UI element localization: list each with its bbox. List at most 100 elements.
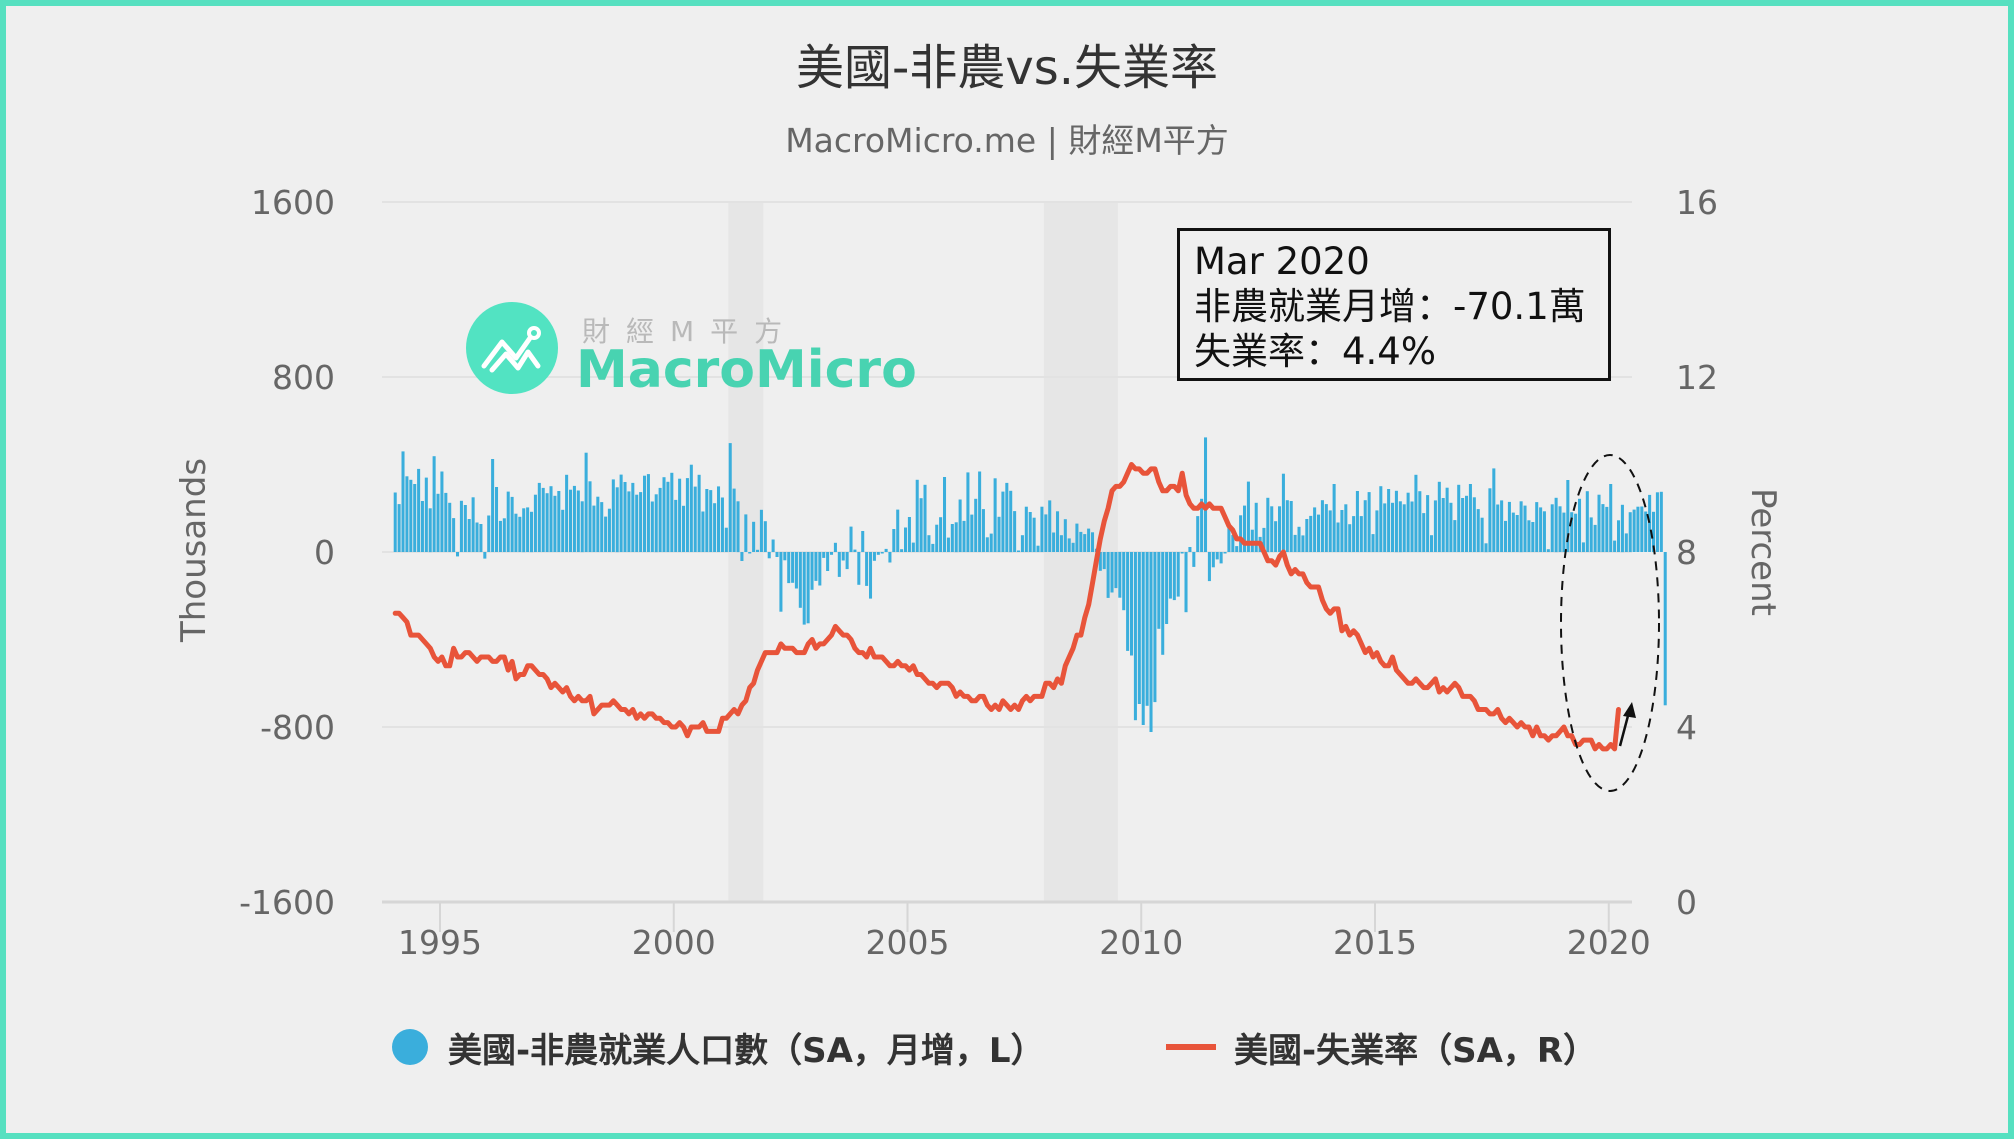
nfp-bar — [997, 516, 1001, 552]
nfp-bar — [1122, 552, 1126, 611]
nfp-bar — [1172, 552, 1176, 601]
data-tooltip: Mar 2020 非農就業月增：-70.1萬 失業率：4.4% — [1177, 228, 1611, 381]
nfp-bar — [1414, 474, 1418, 552]
nfp-bar — [919, 498, 923, 552]
nfp-bar — [756, 549, 760, 552]
legend-line-marker-icon — [1166, 1044, 1216, 1050]
nfp-bar — [841, 552, 845, 561]
tooltip-unemployment: 失業率：4.4% — [1194, 330, 1436, 373]
left-tick-label: -1600 — [239, 883, 335, 922]
chart-subtitle: MacroMicro.me | 財經M平方 — [785, 121, 1229, 160]
nfp-bar — [814, 552, 818, 581]
nfp-bar — [1562, 512, 1566, 552]
nfp-bar — [1410, 501, 1414, 552]
nfp-bar — [861, 531, 865, 552]
nfp-bar — [537, 482, 541, 552]
nfp-bar — [1344, 504, 1348, 552]
legend-item-nfp[interactable]: 美國-非農就業人口數（SA，月增，L） — [392, 1022, 1045, 1072]
nfp-bar — [514, 513, 518, 552]
nfp-bar — [502, 518, 506, 552]
logo-chart-icon — [466, 302, 558, 394]
nfp-bar — [1426, 495, 1430, 552]
nfp-bar — [600, 502, 604, 552]
nfp-bar — [1648, 494, 1652, 552]
nfp-bar — [1461, 498, 1465, 552]
right-y-axis: 16 12 8 4 0 — [1676, 183, 1718, 922]
nfp-bar — [806, 552, 810, 624]
nfp-bar — [1655, 492, 1659, 552]
nfp-bar — [436, 493, 440, 552]
nfp-bar — [818, 552, 822, 586]
nfp-bar — [1075, 523, 1079, 552]
nfp-bar — [1059, 535, 1063, 552]
nfp-bar — [1383, 503, 1387, 552]
nfp-bar — [771, 539, 775, 552]
nfp-bar — [1546, 549, 1550, 552]
nfp-bar — [857, 552, 861, 585]
nfp-bar — [635, 494, 639, 552]
legend-label-nfp: 美國-非農就業人口數（SA，月增，L） — [448, 1030, 1045, 1071]
nfp-bar — [1430, 535, 1434, 552]
nfp-bar — [654, 494, 658, 553]
nfp-bars-series — [393, 437, 1667, 732]
legend-bar-marker-icon — [392, 1029, 428, 1065]
nfp-bar — [1192, 552, 1196, 567]
nfp-bar — [1243, 505, 1247, 552]
nfp-bar — [728, 443, 732, 552]
nfp-bar — [393, 492, 397, 552]
arrow-icon — [1618, 702, 1636, 747]
nfp-bar — [1496, 504, 1500, 552]
nfp-bar — [1184, 552, 1188, 613]
nfp-bar — [666, 481, 670, 552]
nfp-bar — [935, 524, 939, 552]
nfp-bar — [526, 507, 530, 552]
nfp-bar — [658, 487, 662, 552]
nfp-bar — [709, 490, 713, 552]
nfp-bar — [1114, 552, 1118, 589]
x-axis: 1995 2000 2005 2010 2015 2020 — [398, 902, 1651, 962]
nfp-bar — [518, 516, 522, 552]
nfp-bar — [1013, 511, 1017, 552]
nfp-bar — [748, 552, 752, 554]
nfp-bar — [1492, 468, 1496, 552]
nfp-bar — [405, 476, 409, 552]
nfp-bar — [865, 552, 869, 586]
nfp-bar — [869, 552, 873, 599]
tooltip-nfp: 非農就業月增：-70.1萬 — [1194, 285, 1586, 328]
nfp-bar — [1087, 528, 1091, 552]
nfp-bar — [1017, 550, 1021, 552]
nfp-bar — [1398, 501, 1402, 553]
nfp-bar — [533, 494, 537, 552]
nfp-bar — [1500, 500, 1504, 552]
right-tick-label: 8 — [1676, 533, 1697, 572]
nfp-bar — [409, 479, 413, 552]
nfp-bar — [849, 526, 853, 552]
nfp-bar — [1511, 512, 1515, 552]
nfp-bar — [1235, 546, 1239, 552]
nfp-bar — [958, 499, 962, 552]
x-tick-label: 2010 — [1099, 923, 1183, 962]
x-tick-label: 2000 — [632, 923, 716, 962]
nfp-bar — [1005, 482, 1009, 552]
nfp-bar — [1332, 484, 1336, 552]
nfp-bar — [1262, 527, 1266, 552]
nfp-bar — [1367, 492, 1371, 552]
nfp-bar — [1558, 506, 1562, 552]
unemployment-line-series — [392, 462, 1621, 752]
nfp-bar — [1465, 495, 1469, 552]
nfp-bar — [557, 491, 561, 552]
tooltip-date: Mar 2020 — [1194, 240, 1370, 283]
nfp-bar — [1601, 504, 1605, 552]
nfp-bar — [1176, 552, 1180, 597]
logo-english-text: MacroMicro — [576, 340, 917, 400]
nfp-bar — [1227, 523, 1231, 552]
x-tick-label: 1995 — [398, 923, 482, 962]
nfp-bar — [1098, 552, 1102, 571]
nfp-bar — [1091, 532, 1095, 552]
nfp-bar — [471, 497, 475, 552]
nfp-bar — [845, 552, 849, 570]
legend-item-unemployment[interactable]: 美國-失業率（SA，R） — [1166, 1022, 1597, 1072]
nfp-bar — [627, 491, 631, 552]
nfp-bar — [1617, 520, 1621, 552]
